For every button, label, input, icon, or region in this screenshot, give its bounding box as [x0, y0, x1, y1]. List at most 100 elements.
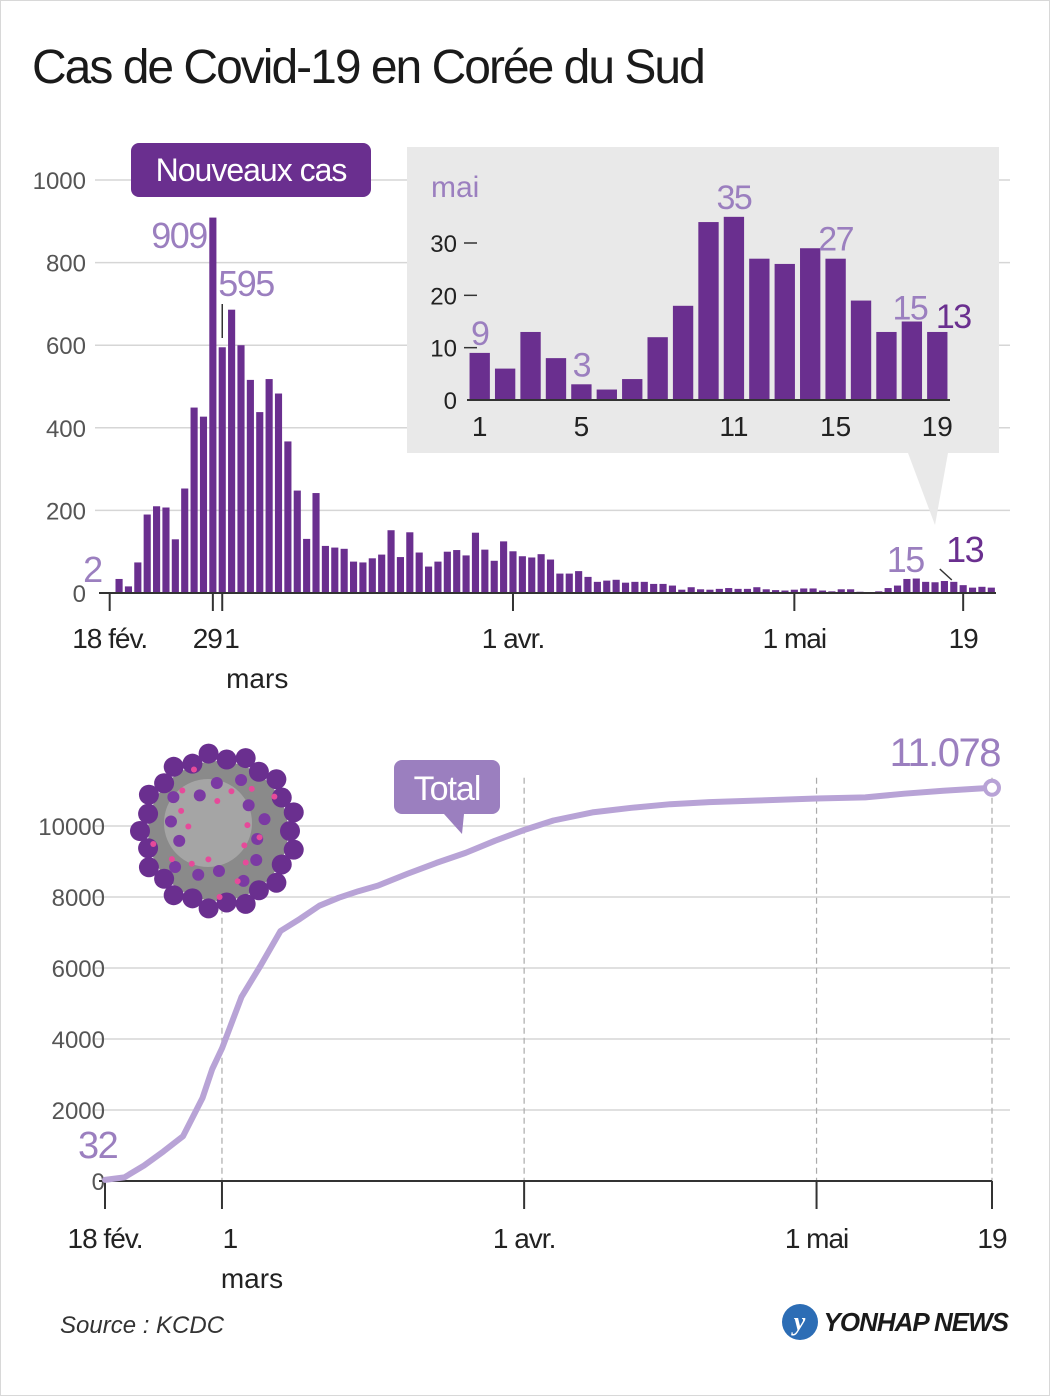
virus-spike: [248, 880, 269, 901]
bar: [321, 545, 329, 593]
inset-bar: [901, 321, 923, 400]
virus-spike: [212, 864, 225, 877]
y-tick-label: 600: [46, 333, 86, 360]
bar: [837, 589, 845, 593]
inset-title: mai: [431, 171, 479, 204]
bar: [190, 407, 198, 593]
virus-spike: [167, 791, 180, 804]
total-tag-pointer: [444, 814, 464, 834]
virus-dot: [150, 840, 157, 847]
bar: [490, 560, 498, 593]
bar: [809, 588, 817, 593]
bar: [509, 551, 517, 593]
virus-spike: [198, 743, 219, 764]
y-tick-label: 6000: [52, 956, 105, 983]
bar: [631, 581, 639, 593]
virus-dot: [244, 822, 251, 829]
bar: [340, 548, 348, 593]
virus-spike: [163, 756, 184, 777]
bar: [950, 581, 958, 593]
x-tick-label: 1 avr.: [493, 1223, 555, 1254]
bar: [265, 379, 273, 593]
bar: [349, 561, 358, 593]
inset-bar: [545, 358, 567, 400]
yonhap-logo-text: YONHAP NEWS: [823, 1306, 1009, 1337]
bar: [847, 589, 855, 593]
inset-bar: [723, 216, 745, 400]
virus-spike: [182, 888, 203, 909]
bar: [406, 532, 414, 593]
virus-dot: [242, 859, 249, 866]
bar: [790, 589, 798, 593]
x-tick-label: 1 avr.: [482, 623, 544, 654]
y-tick-label: 8000: [52, 885, 105, 912]
virus-spike: [280, 821, 300, 841]
inset-bar: [672, 305, 694, 400]
bar: [415, 552, 423, 593]
virus-spike: [154, 868, 175, 889]
page-title: Cas de Covid-19 en Corée du Sud: [32, 41, 706, 94]
y-tick-label: 0: [73, 581, 86, 608]
x-month-label: mars: [226, 663, 288, 694]
bar: [603, 580, 611, 593]
bar: [940, 581, 948, 593]
bar: [425, 566, 433, 593]
virus-spike: [138, 838, 159, 859]
inset-annotation: 27: [818, 221, 853, 259]
bar: [725, 588, 733, 593]
leader-line: [939, 568, 953, 581]
virus-spike: [164, 815, 177, 828]
nouveaux-cas-tag: [131, 143, 371, 197]
bar: [575, 571, 583, 593]
x-month-label: mars: [221, 1263, 283, 1294]
inset-x-tick-label: 1: [472, 411, 488, 442]
end-point-marker: [983, 778, 1001, 797]
bar: [443, 551, 451, 593]
bar: [903, 578, 911, 593]
virus-spike: [283, 802, 304, 823]
annotation-label: 11.078: [890, 731, 1001, 775]
inset-annotation: 13: [936, 298, 971, 336]
virus-spike: [266, 872, 287, 893]
bar: [528, 557, 536, 593]
virus-spike: [163, 885, 184, 906]
bar: [650, 583, 658, 593]
x-tick-label: 1 mai: [763, 623, 826, 654]
virus-dot: [234, 878, 241, 885]
virus-dot: [214, 798, 221, 805]
bar: [678, 589, 686, 593]
bar: [134, 562, 142, 593]
inset-bar: [850, 300, 872, 400]
y-tick-label: 1000: [33, 168, 86, 195]
inset-y-tick-label: 30: [430, 231, 457, 258]
bar: [153, 506, 161, 593]
virus-spike: [235, 773, 248, 786]
virus-spike: [130, 821, 150, 841]
inset-y-tick-label: 0: [444, 388, 457, 415]
virus-spike: [258, 813, 271, 826]
virus-dot: [190, 766, 197, 773]
virus-spike: [210, 777, 223, 790]
annotation-label: 909: [151, 215, 207, 256]
inset-bar: [647, 337, 668, 400]
bar: [565, 573, 573, 593]
virus-spike: [266, 769, 287, 790]
inset-pointer: [908, 453, 948, 525]
virus-dot: [185, 823, 192, 830]
inset-x-tick-label: 5: [574, 411, 590, 442]
inset-annotation: 35: [717, 179, 752, 217]
bar: [818, 590, 827, 593]
virus-dot: [216, 893, 223, 900]
inset-bar: [571, 384, 592, 400]
virus-spike: [169, 860, 182, 873]
virus-spike: [248, 761, 269, 782]
y-tick-label: 2000: [52, 1098, 105, 1125]
bar: [959, 585, 967, 593]
bar: [256, 412, 264, 593]
virus-spike: [138, 857, 159, 878]
bar: [968, 587, 977, 593]
bar: [696, 589, 705, 593]
virus-dot: [188, 860, 195, 867]
bar: [715, 588, 723, 593]
annotation-label: 15: [887, 539, 925, 580]
